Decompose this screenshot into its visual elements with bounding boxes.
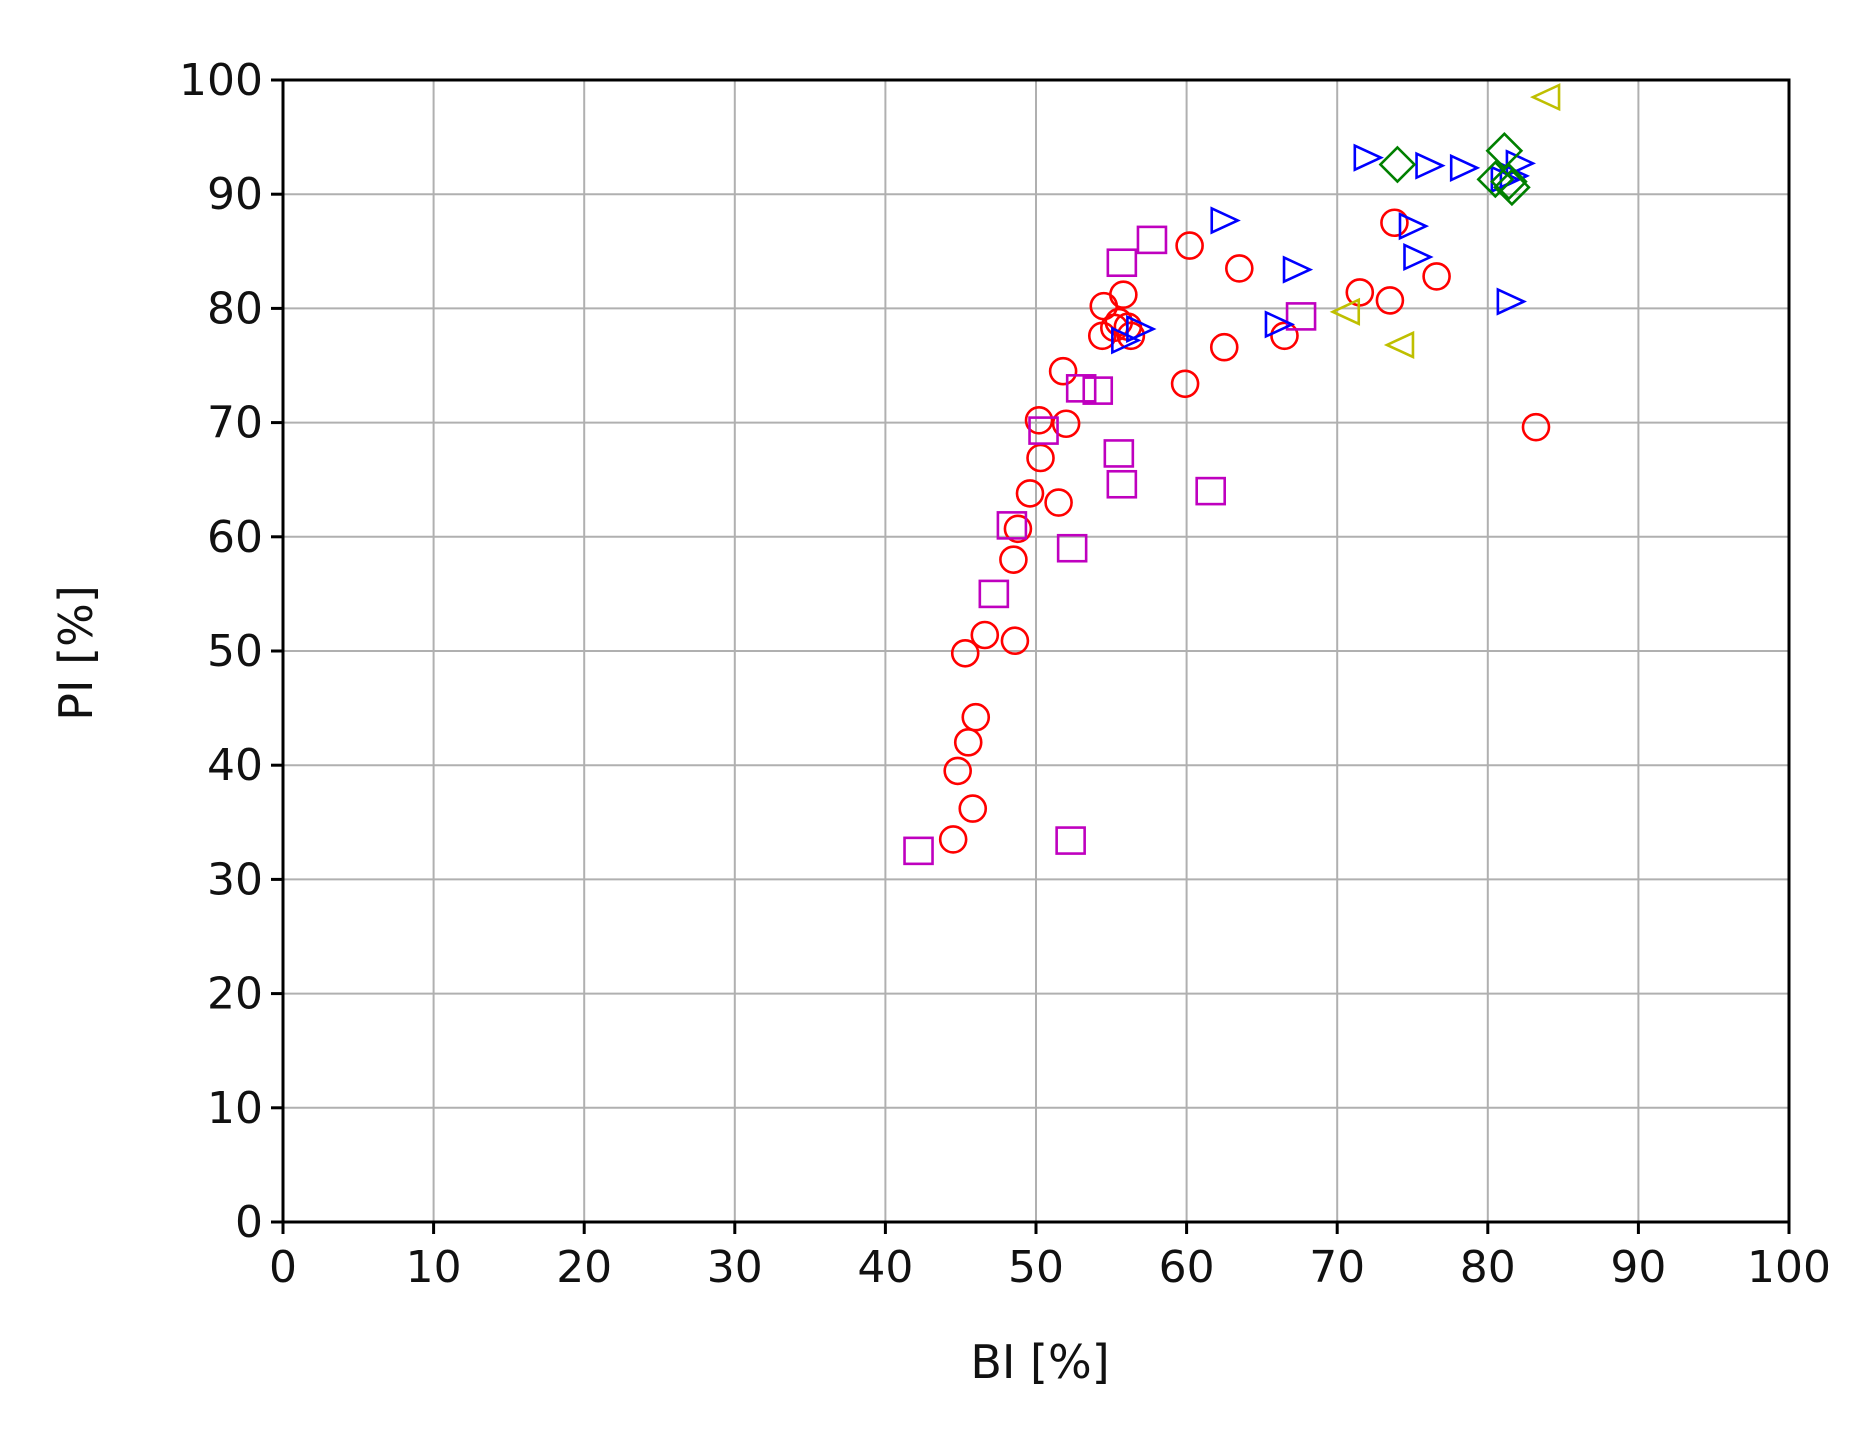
y-tick-label: 60 [207, 512, 263, 563]
x-tick-label: 50 [1008, 1242, 1064, 1293]
series-triangle-left [1329, 83, 1561, 359]
series-circle [938, 208, 1551, 854]
y-tick-label: 30 [207, 854, 263, 905]
data-point-triangle-right [1282, 255, 1314, 284]
x-axis-label: BI [%] [970, 1335, 1109, 1389]
data-point-circle [1048, 356, 1078, 386]
data-point-square [978, 579, 1010, 609]
data-point-square [903, 836, 934, 866]
x-tick-label: 90 [1610, 1242, 1666, 1293]
data-point-diamond [1378, 145, 1417, 184]
data-point-triangle-left [1383, 330, 1415, 359]
data-point-triangle-right [1126, 314, 1157, 343]
x-tick-label: 30 [707, 1242, 763, 1293]
data-point-triangle-right [1111, 326, 1142, 355]
data-point-triangle-right [1496, 287, 1527, 316]
data-point-circle [1044, 488, 1073, 517]
y-axis-label: PI [%] [49, 585, 103, 721]
x-tick-label: 20 [556, 1242, 612, 1293]
data-point-circle [1024, 406, 1054, 435]
data-point-circle [938, 825, 968, 854]
data-point-circle [1375, 286, 1405, 315]
data-point-triangle-right [1449, 153, 1481, 182]
y-tick-label: 20 [207, 969, 263, 1020]
data-point-circle [1116, 321, 1146, 351]
data-point-square [1136, 225, 1168, 255]
data-point-circle [970, 620, 1000, 650]
data-point-circle [1026, 443, 1055, 473]
data-point-triangle-left [1329, 297, 1361, 326]
data-point-circle [943, 756, 972, 786]
data-point-circle [1225, 254, 1254, 283]
data-point-triangle-right [1398, 212, 1430, 241]
data-point-triangle-right [1403, 242, 1434, 272]
data-point-triangle-right [1264, 310, 1296, 339]
axis-ticks: 0 10 20 30 40 50 60 70 80 90 100 0 10 20 30 40 50 60 70 80 9… [179, 55, 1831, 1293]
x-tick-label: 60 [1159, 1242, 1215, 1293]
data-point-circle [961, 702, 991, 732]
data-point-square [1082, 376, 1114, 405]
data-point-circle [1380, 208, 1409, 238]
data-point-circle [1170, 369, 1200, 399]
data-point-square [1106, 469, 1138, 499]
y-tick-label: 10 [207, 1083, 263, 1134]
x-tick-label: 40 [857, 1242, 913, 1293]
data-point-square [1056, 533, 1088, 563]
data-point-triangle-right [1353, 143, 1384, 172]
y-tick-label: 70 [207, 398, 263, 449]
y-tick-label: 80 [207, 283, 263, 334]
data-point-square [1103, 439, 1135, 468]
data-point-circle [999, 545, 1028, 574]
data-point-triangle-right [1505, 149, 1537, 178]
data-point-square [1065, 374, 1097, 403]
data-point-circle [1521, 412, 1551, 442]
data-point-triangle-left [1529, 83, 1561, 112]
y-tick-label: 100 [179, 55, 263, 106]
x-tick-label: 80 [1460, 1242, 1516, 1293]
series-diamond [1378, 131, 1531, 207]
data-point-diamond [1490, 162, 1528, 201]
data-point-circle [1175, 231, 1204, 260]
x-tick-label: 0 [269, 1242, 297, 1293]
data-point-square [1028, 416, 1059, 445]
y-tick-label: 0 [235, 1197, 263, 1248]
data-point-circle [1051, 409, 1081, 439]
data-point-square [1285, 302, 1317, 331]
data-point-circle [1270, 321, 1299, 351]
data-point-circle [1000, 626, 1030, 656]
x-tick-label: 10 [406, 1242, 462, 1293]
data-point-circle [958, 794, 988, 823]
y-tick-label: 90 [207, 169, 263, 220]
y-tick-label: 40 [207, 740, 263, 791]
data-point-triangle-right [1210, 206, 1241, 235]
data-point-circle [1209, 332, 1239, 362]
data-point-square [996, 511, 1028, 540]
data-point-square [1106, 248, 1138, 278]
data-point-square [1055, 826, 1086, 855]
data-point-diamond [1493, 168, 1531, 207]
x-tick-label: 100 [1747, 1242, 1831, 1293]
data-point-diamond [1476, 160, 1515, 199]
data-markers [903, 83, 1561, 866]
data-point-triangle-right [1415, 151, 1446, 180]
data-point-square [1195, 476, 1226, 506]
series-square [903, 225, 1317, 866]
x-tick-label: 70 [1309, 1242, 1365, 1293]
data-point-circle [1109, 280, 1138, 309]
data-point-circle [1003, 514, 1033, 544]
data-point-circle [1015, 479, 1045, 508]
data-point-circle [950, 638, 980, 668]
data-point-circle [1422, 262, 1451, 291]
y-tick-label: 50 [207, 626, 263, 677]
